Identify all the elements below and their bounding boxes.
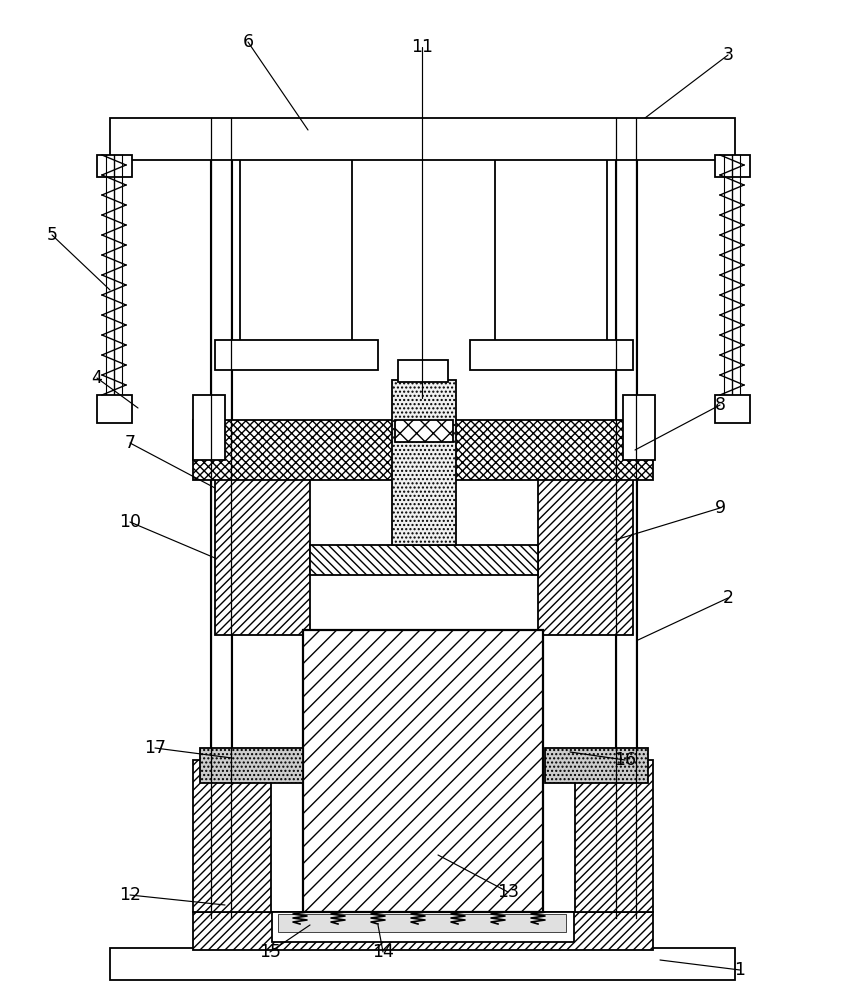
Text: 7: 7 bbox=[125, 434, 136, 452]
Text: 17: 17 bbox=[144, 739, 166, 757]
Bar bbox=[615, 118, 637, 918]
Text: 2: 2 bbox=[722, 589, 734, 607]
Bar bbox=[470, 340, 633, 370]
Bar bbox=[278, 914, 566, 932]
Bar bbox=[240, 155, 352, 345]
Bar bbox=[495, 155, 607, 345]
Bar bbox=[193, 395, 225, 460]
Bar bbox=[210, 118, 232, 918]
Bar bbox=[200, 748, 303, 783]
Bar bbox=[398, 360, 448, 382]
Text: 15: 15 bbox=[259, 943, 281, 961]
Bar bbox=[97, 155, 132, 177]
Text: 12: 12 bbox=[119, 886, 141, 904]
Bar bbox=[215, 460, 310, 635]
Bar bbox=[303, 630, 543, 912]
Text: 1: 1 bbox=[734, 961, 745, 979]
Text: 14: 14 bbox=[372, 943, 394, 961]
Text: 6: 6 bbox=[242, 33, 253, 51]
Text: 10: 10 bbox=[119, 513, 141, 531]
Bar bbox=[538, 460, 633, 635]
Bar bbox=[310, 545, 538, 575]
Bar bbox=[272, 912, 574, 942]
Text: 3: 3 bbox=[722, 46, 734, 64]
Bar bbox=[623, 395, 655, 460]
Bar bbox=[193, 912, 653, 950]
Bar bbox=[193, 420, 653, 480]
Text: 16: 16 bbox=[614, 751, 636, 769]
Bar bbox=[110, 118, 735, 160]
Bar bbox=[110, 948, 735, 980]
Bar bbox=[215, 340, 378, 370]
Bar bbox=[303, 630, 543, 912]
Bar bbox=[715, 155, 750, 177]
Bar bbox=[193, 760, 271, 912]
Text: 5: 5 bbox=[47, 226, 58, 244]
Bar bbox=[575, 760, 653, 912]
Text: 8: 8 bbox=[715, 396, 726, 414]
Text: 11: 11 bbox=[411, 38, 433, 56]
Bar bbox=[97, 395, 132, 423]
Bar bbox=[392, 380, 456, 545]
Bar bbox=[715, 395, 750, 423]
Text: 4: 4 bbox=[91, 369, 102, 387]
Bar bbox=[545, 748, 648, 783]
Text: 13: 13 bbox=[497, 883, 519, 901]
Bar bbox=[395, 420, 453, 442]
Text: 9: 9 bbox=[714, 499, 726, 517]
